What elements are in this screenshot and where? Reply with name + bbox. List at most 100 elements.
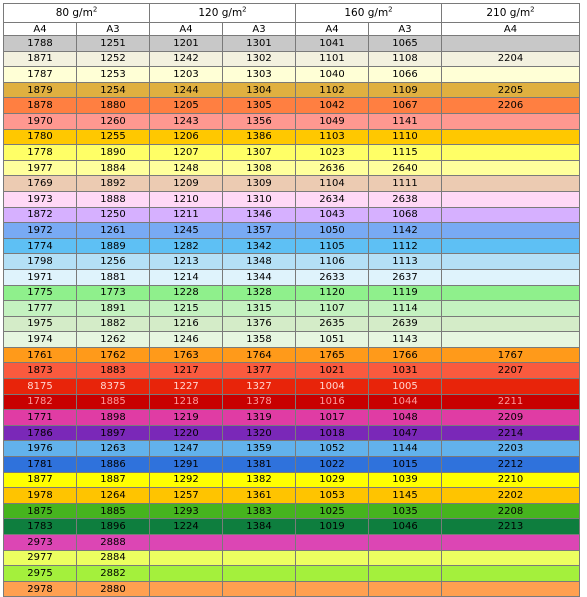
code-cell: 1113 [368, 253, 442, 270]
code-cell: 1107 [295, 300, 369, 317]
code-cell: 1970 [3, 112, 77, 130]
table-row: 1798 1256 1213 1348 1106 1113 [3, 253, 580, 270]
code-cell: 1358 [222, 331, 296, 348]
code-cell: 2888 [76, 534, 150, 551]
code-cell [368, 549, 442, 567]
table-row: 1788 1251 1201 1301 1041 1065 [3, 35, 580, 52]
code-cell: 1051 [295, 331, 369, 348]
code-cell: 1882 [76, 315, 150, 333]
code-cell: 1383 [222, 502, 296, 520]
code-cell: 1342 [222, 237, 296, 255]
code-cell: 2205 [441, 81, 580, 99]
code-cell: 1764 [222, 346, 296, 364]
code-cell: 1972 [3, 222, 77, 239]
code-cell: 1017 [295, 409, 369, 426]
code-cell: 1219 [149, 409, 223, 426]
code-cell: 1049 [295, 112, 369, 130]
table-row: 1787 1253 1203 1303 1040 1066 [3, 66, 580, 83]
code-cell: 1381 [222, 456, 296, 473]
code-cell: 1209 [149, 175, 223, 192]
table-row: 1871 1252 1242 1302 1101 1108 2204 [3, 50, 580, 68]
code-cell: 2203 [441, 440, 580, 458]
code-cell: 1883 [76, 362, 150, 380]
code-cell [441, 128, 580, 146]
code-cell [441, 144, 580, 161]
code-cell: 1889 [76, 237, 150, 255]
code-cell: 1050 [295, 222, 369, 239]
code-cell: 1978 [3, 487, 77, 504]
code-cell: 1319 [222, 409, 296, 426]
code-cell [149, 580, 223, 597]
code-cell: 2211 [441, 393, 580, 411]
code-cell: 1053 [295, 487, 369, 504]
code-cell: 1879 [3, 81, 77, 99]
table-row: 1974 1262 1246 1358 1051 1143 [3, 331, 580, 348]
code-cell: 1005 [368, 378, 442, 395]
code-cell [441, 284, 580, 302]
code-cell: 1897 [76, 424, 150, 442]
code-cell: 1247 [149, 440, 223, 458]
color-rows: 1788 1251 1201 1301 1041 1065 1871 1252 1242 1302… [3, 35, 580, 597]
code-cell: 1066 [368, 66, 442, 83]
code-cell: 1315 [222, 300, 296, 317]
code-cell: 1305 [222, 97, 296, 114]
table-row: 1872 1250 1211 1346 1043 1068 [3, 206, 580, 224]
code-cell: 2207 [441, 362, 580, 380]
code-cell: 1891 [76, 300, 150, 317]
code-cell [441, 112, 580, 130]
code-cell: 1120 [295, 284, 369, 302]
code-cell: 1301 [222, 35, 296, 52]
code-cell [441, 253, 580, 270]
code-cell: 1357 [222, 222, 296, 239]
code-cell: 1210 [149, 190, 223, 208]
code-cell [149, 534, 223, 551]
code-cell: 1251 [76, 35, 150, 52]
code-cell: 1109 [368, 81, 442, 99]
code-cell: 1378 [222, 393, 296, 411]
code-cell: 2206 [441, 97, 580, 114]
size-header: A4 [149, 22, 223, 36]
code-cell: 1065 [368, 35, 442, 52]
code-cell: 1376 [222, 315, 296, 333]
code-cell: 1246 [149, 331, 223, 348]
code-cell: 2634 [295, 190, 369, 208]
code-cell: 1781 [3, 456, 77, 473]
table-row: 1973 1888 1210 1310 2634 2638 [3, 190, 580, 208]
table-row: 1970 1260 1243 1356 1049 1141 [3, 112, 580, 130]
code-cell: 2204 [441, 50, 580, 68]
code-cell: 1108 [368, 50, 442, 68]
code-cell [368, 580, 442, 597]
code-cell: 1293 [149, 502, 223, 520]
code-cell: 1248 [149, 159, 223, 177]
code-cell: 8375 [76, 378, 150, 395]
code-cell: 1786 [3, 424, 77, 442]
code-cell: 1328 [222, 284, 296, 302]
code-cell: 1216 [149, 315, 223, 333]
code-cell: 1377 [222, 362, 296, 380]
code-cell: 1264 [76, 487, 150, 504]
code-cell: 2637 [368, 268, 442, 286]
code-cell: 1778 [3, 144, 77, 161]
code-cell: 1877 [3, 471, 77, 489]
code-cell: 1327 [222, 378, 296, 395]
code-cell [441, 534, 580, 551]
code-cell: 1260 [76, 112, 150, 130]
code-cell: 1767 [441, 346, 580, 364]
code-cell: 1777 [3, 300, 77, 317]
paper-code-table: 80 g/m2 120 g/m2 160 g/m2 210 g/m2 A4 A3… [3, 3, 580, 597]
code-cell: 1206 [149, 128, 223, 146]
code-cell: 2202 [441, 487, 580, 504]
code-cell: 2638 [368, 190, 442, 208]
code-cell: 1256 [76, 253, 150, 270]
code-cell: 1304 [222, 81, 296, 99]
code-cell: 2210 [441, 471, 580, 489]
code-cell: 1217 [149, 362, 223, 380]
code-cell: 2636 [295, 159, 369, 177]
code-cell: 1773 [76, 284, 150, 302]
table-row: 1975 1882 1216 1376 2635 2639 [3, 315, 580, 333]
table-row: 1875 1885 1293 1383 1025 1035 2208 [3, 502, 580, 520]
weight-header-80: 80 g/m2 [3, 3, 150, 23]
code-cell: 2208 [441, 502, 580, 520]
code-cell: 1892 [76, 175, 150, 192]
table-row: 1778 1890 1207 1307 1023 1115 [3, 144, 580, 161]
